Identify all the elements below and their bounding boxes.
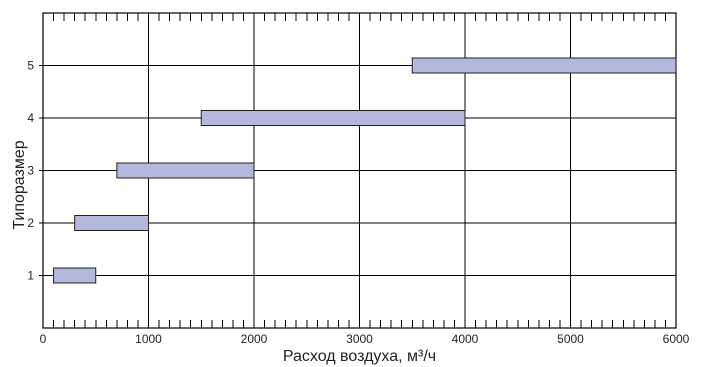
axis-ticks — [39, 13, 677, 328]
range-bar-3 — [116, 162, 255, 179]
x-tick-label: 1000 — [135, 332, 162, 346]
x-tick-label: 0 — [40, 332, 47, 346]
x-tick-label: 3000 — [346, 332, 373, 346]
y-tick-label: 1 — [27, 269, 34, 283]
y-tick-label: 4 — [27, 111, 34, 125]
x-tick-label: 2000 — [241, 332, 268, 346]
y-tick-label: 5 — [27, 59, 34, 73]
range-bar-4 — [200, 110, 466, 126]
tick-labels: 0 1000 2000 3000 4000 5000 6000 1 2 3 4 5 — [27, 59, 689, 347]
range-bars — [53, 57, 677, 284]
x-tick-label: 6000 — [663, 332, 690, 346]
y-tick-label: 2 — [27, 216, 34, 230]
y-axis-title: Типоразмер — [11, 140, 28, 229]
range-bar-1 — [53, 267, 97, 284]
x-tick-label: 4000 — [452, 332, 479, 346]
x-axis-title: Расход воздуха, м³/ч — [283, 348, 436, 365]
range-bar-2 — [74, 215, 149, 231]
y-tick-label: 3 — [27, 164, 34, 178]
range-bar-5 — [411, 57, 677, 74]
x-tick-label: 5000 — [557, 332, 584, 346]
